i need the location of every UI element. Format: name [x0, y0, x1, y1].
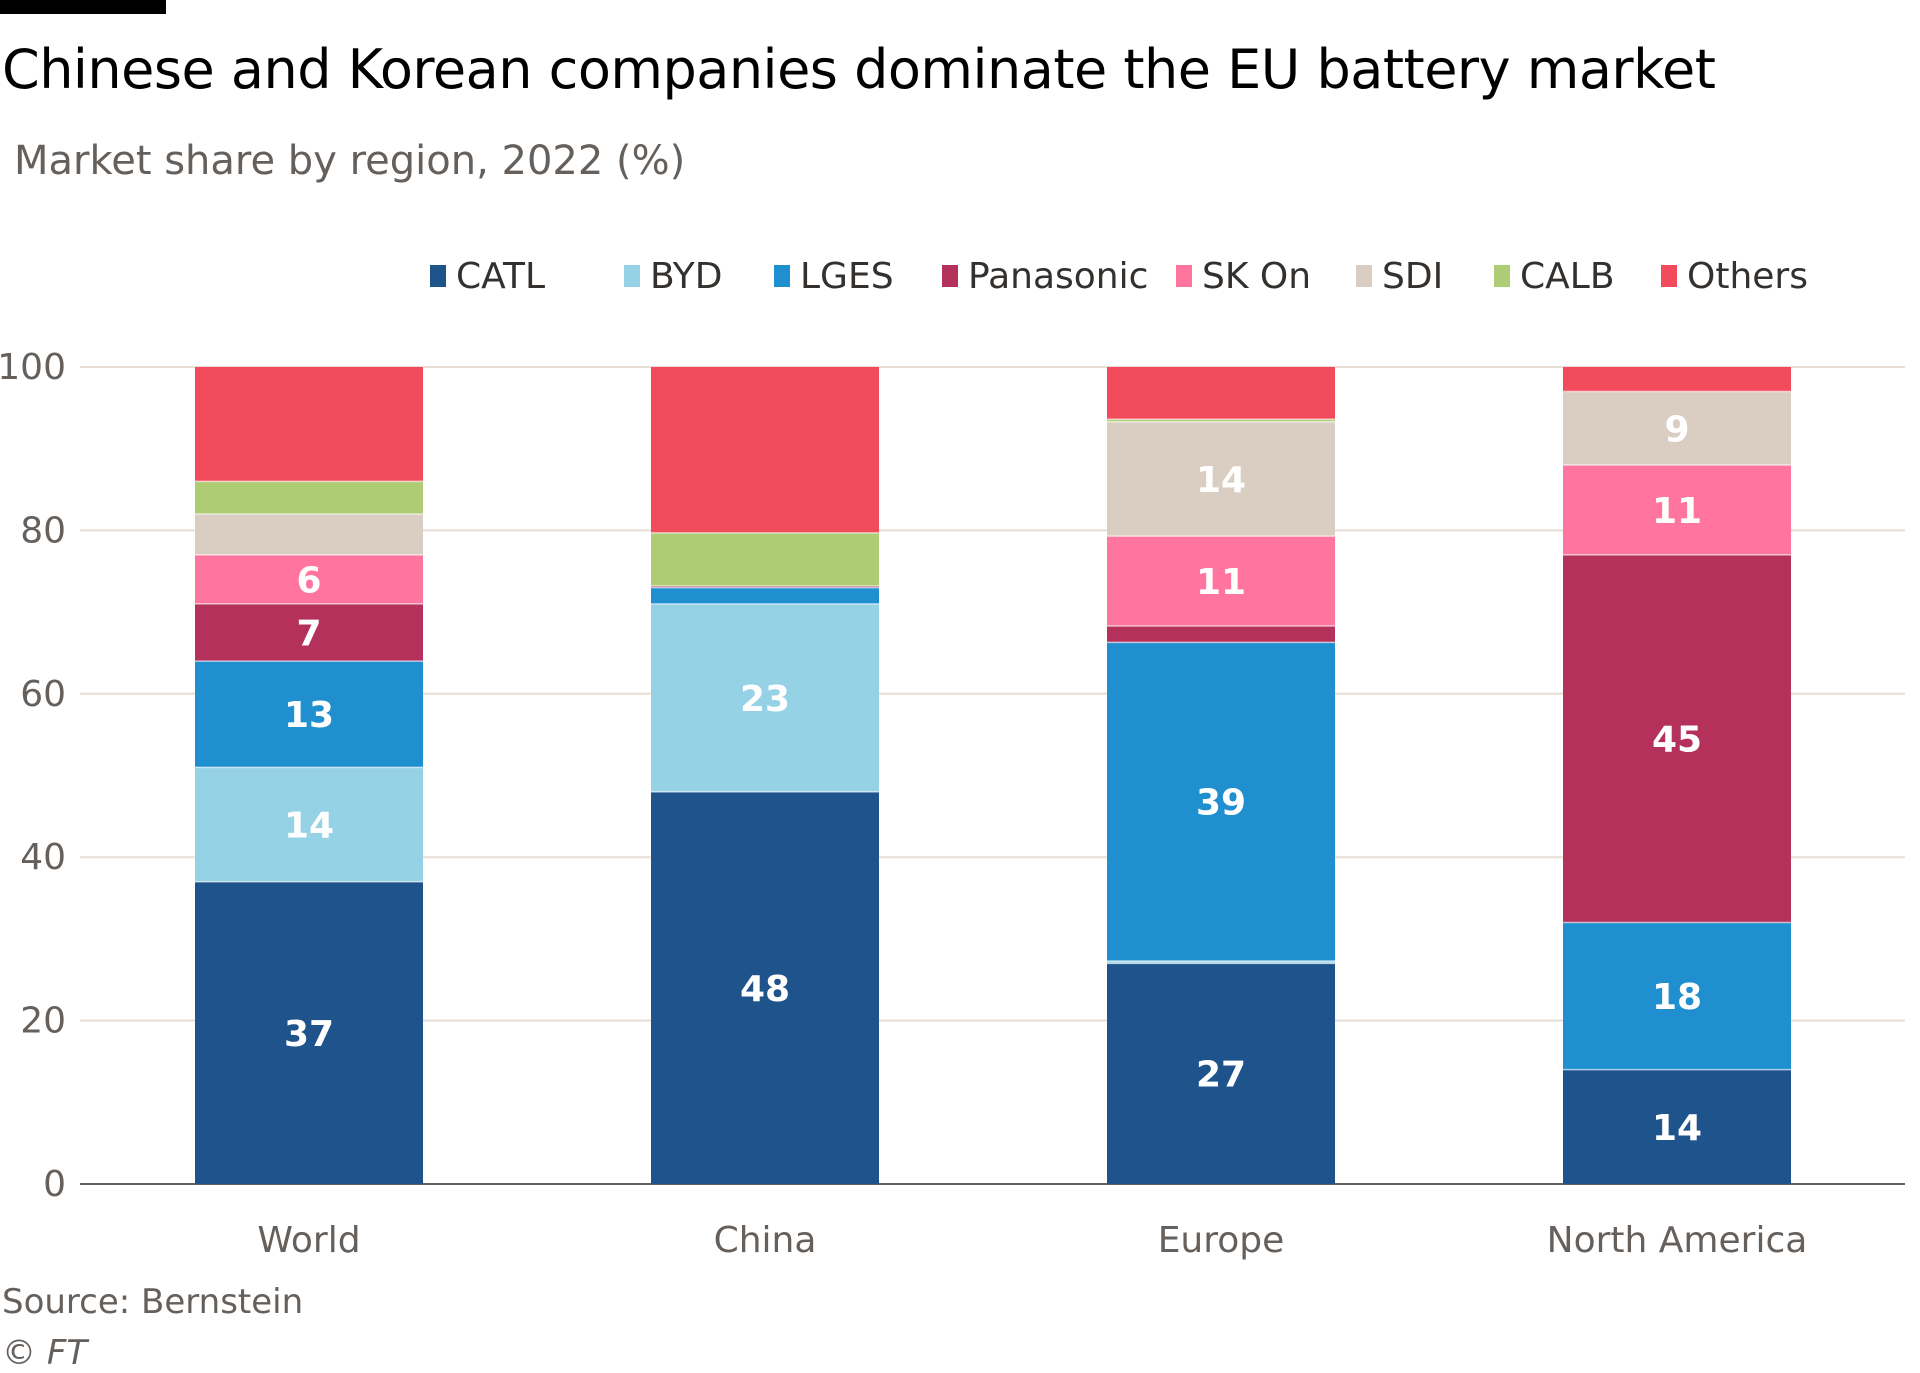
- chart-legend: CATL BYD LGES Panasonic SK On SDI CALB Others: [430, 256, 1808, 297]
- data-label-world-byd: 14: [284, 806, 334, 847]
- legend-swatch-catl: [430, 265, 446, 287]
- bar-world-panasonic: [195, 603, 423, 662]
- x-axis: World China Europe North America: [257, 1220, 1807, 1261]
- legend-swatch-lges: [774, 265, 790, 287]
- legend-swatch-sdi: [1356, 265, 1372, 287]
- data-label-north-america-sdi: 9: [1664, 409, 1689, 450]
- data-label-north-america-panasonic: 45: [1652, 720, 1702, 761]
- data-label-north-america-catl: 14: [1652, 1108, 1702, 1149]
- bar-china-others: [651, 367, 879, 533]
- data-label-world-catl: 37: [284, 1014, 334, 1055]
- data-label-europe-lges: 39: [1196, 783, 1246, 824]
- copyright-symbol: ©: [2, 1333, 36, 1373]
- bar-north-america-panasonic: [1563, 554, 1791, 923]
- bar-world-lges: [195, 661, 423, 768]
- bar-china-byd: [651, 603, 879, 792]
- bar-europe-sk-on: [1107, 536, 1335, 626]
- data-label-china-byd: 23: [740, 679, 790, 720]
- bar-europe-byd: [1107, 960, 1335, 964]
- chart-title: Chinese and Korean companies dominate th…: [2, 38, 1716, 101]
- data-label-europe-sk-on: 11: [1196, 562, 1246, 603]
- bar-world-byd: [195, 767, 423, 882]
- data-label-europe-sdi: 14: [1196, 460, 1246, 501]
- bar-europe-panasonic: [1107, 625, 1335, 643]
- bar-world-calb: [195, 481, 423, 515]
- y-tick-label-60: 60: [20, 674, 66, 715]
- bar-world-sdi: [195, 514, 423, 555]
- legend-label-lges: LGES: [800, 256, 894, 297]
- copyright-name: FT: [46, 1333, 88, 1373]
- x-tick-label-china: China: [714, 1220, 817, 1261]
- data-label-world-lges: 13: [284, 695, 334, 736]
- bar-europe-calb: [1107, 419, 1335, 422]
- legend-label-others: Others: [1687, 256, 1808, 297]
- brand-bar: [0, 0, 166, 14]
- bar-europe-catl: [1107, 963, 1335, 1184]
- y-tick-label-80: 80: [20, 510, 66, 551]
- legend-label-calb: CALB: [1520, 256, 1615, 297]
- data-label-north-america-sk-on: 11: [1652, 491, 1702, 532]
- bars: 37 14 13 7 6 48 23 27 39 11 14 14 18 45 11 9: [195, 367, 1791, 1184]
- data-label-world-panasonic: 7: [296, 614, 321, 655]
- bar-china-panasonic: [651, 585, 879, 588]
- legend-label-sk-on: SK On: [1202, 256, 1311, 297]
- legend-label-catl: CATL: [456, 256, 545, 297]
- legend-swatch-sk-on: [1176, 265, 1192, 287]
- bar-europe-others: [1107, 367, 1335, 420]
- x-tick-label-world: World: [257, 1220, 360, 1261]
- bar-china-lges: [651, 587, 879, 604]
- chart-subtitle: Market share by region, 2022 (%): [14, 138, 686, 184]
- bar-north-america-sk-on: [1563, 465, 1791, 555]
- bar-world-catl: [195, 881, 423, 1184]
- legend-label-byd: BYD: [650, 256, 722, 297]
- bar-north-america-sdi: [1563, 391, 1791, 466]
- legend-label-sdi: SDI: [1382, 256, 1443, 297]
- source-note: Source: Bernstein: [2, 1282, 304, 1322]
- x-tick-label-europe: Europe: [1158, 1220, 1285, 1261]
- bar-europe-sdi: [1107, 421, 1335, 537]
- stacked-bar-chart: CATL BYD LGES Panasonic SK On SDI CALB Others 0…: [0, 256, 1905, 1261]
- data-label-europe-catl: 27: [1196, 1055, 1246, 1096]
- bar-china-catl: [651, 791, 879, 1184]
- bar-china-calb: [651, 532, 879, 586]
- bar-europe-lges: [1107, 642, 1335, 961]
- bar-north-america-lges: [1563, 922, 1791, 1070]
- y-tick-label-20: 20: [20, 1001, 66, 1042]
- legend-swatch-byd: [624, 265, 640, 287]
- y-tick-label-100: 100: [0, 347, 66, 388]
- x-tick-label-north-america: North America: [1547, 1220, 1808, 1261]
- copyright-note: © FT: [2, 1333, 87, 1373]
- legend-label-panasonic: Panasonic: [968, 256, 1148, 297]
- y-axis: 0 20 40 60 80 100: [0, 347, 66, 1205]
- bar-north-america-catl: [1563, 1069, 1791, 1184]
- y-tick-label-40: 40: [20, 837, 66, 878]
- data-label-world-sk-on: 6: [296, 560, 321, 601]
- legend-swatch-calb: [1494, 265, 1510, 287]
- bar-north-america-others: [1563, 367, 1791, 392]
- data-label-china-catl: 48: [740, 969, 790, 1010]
- bar-world-others: [195, 367, 423, 482]
- bar-world-sk-on: [195, 554, 423, 604]
- y-tick-label-0: 0: [43, 1164, 66, 1205]
- legend-swatch-others: [1661, 265, 1677, 287]
- legend-swatch-panasonic: [942, 265, 958, 287]
- data-label-north-america-lges: 18: [1652, 977, 1702, 1018]
